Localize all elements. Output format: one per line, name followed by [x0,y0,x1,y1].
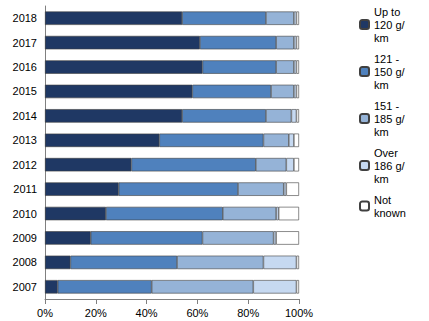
svg-text:80%: 80% [237,307,259,319]
svg-text:120 g/: 120 g/ [374,19,406,31]
svg-text:2016: 2016 [13,61,37,73]
svg-text:2013: 2013 [13,134,37,146]
svg-text:20%: 20% [85,307,107,319]
svg-text:40%: 40% [136,307,158,319]
svg-text:2009: 2009 [13,232,37,244]
svg-text:2014: 2014 [13,110,37,122]
svg-text:186 g/: 186 g/ [374,160,406,172]
svg-text:2007: 2007 [13,281,37,293]
svg-text:185 g/: 185 g/ [374,113,406,125]
svg-text:2010: 2010 [13,208,37,220]
svg-text:km: km [374,173,389,185]
svg-text:121 -: 121 - [374,53,402,65]
svg-text:km: km [374,126,389,138]
svg-text:2011: 2011 [13,183,37,195]
svg-text:Not: Not [374,194,394,206]
svg-text:2017: 2017 [13,37,37,49]
svg-text:150 g/: 150 g/ [374,66,406,78]
svg-text:Over: Over [374,147,401,159]
svg-text:known: known [374,207,406,219]
svg-text:2015: 2015 [13,85,37,97]
svg-text:151 -: 151 - [374,100,402,112]
svg-text:2018: 2018 [13,12,37,24]
svg-text:km: km [374,32,389,44]
svg-text:km: km [374,79,389,91]
svg-text:Up to: Up to [374,6,403,18]
svg-text:60%: 60% [186,307,208,319]
svg-text:2012: 2012 [13,159,37,171]
svg-text:2008: 2008 [13,256,37,268]
svg-text:0%: 0% [37,307,53,319]
svg-text:100%: 100% [285,307,313,319]
